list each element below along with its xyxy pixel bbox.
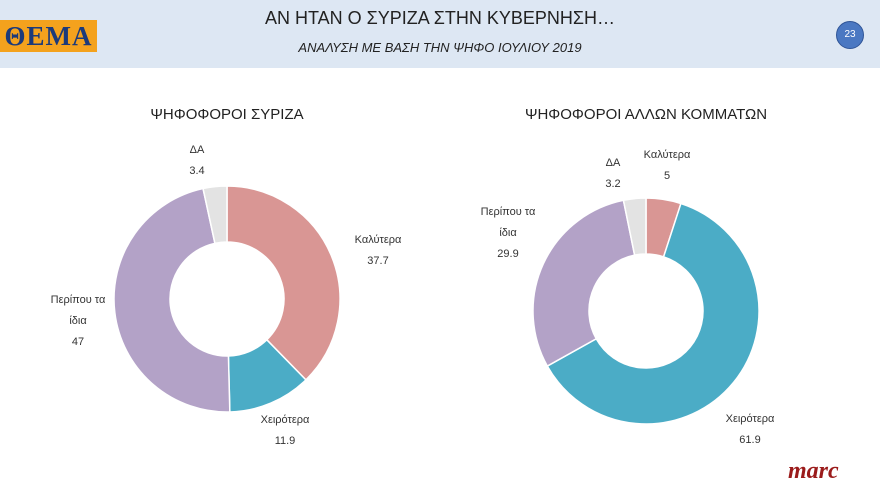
data-label: Καλύτερα 37.7 xyxy=(355,230,402,272)
slide-title: ΑΝ ΗΤΑΝ Ο ΣΥΡΙΖΑ ΣΤΗΝ ΚΥΒΕΡΝΗΣΗ… xyxy=(264,8,616,28)
data-label: Περίπου τα ίδια 29.9 xyxy=(473,202,543,265)
data-label: Περίπου τα ίδια 47 xyxy=(43,290,113,353)
value-label: 5 xyxy=(663,170,671,182)
donut-segment xyxy=(202,185,228,245)
donut-segment xyxy=(226,185,341,381)
category-label: Χειρότερα xyxy=(725,413,775,425)
value-label: 29.9 xyxy=(497,248,519,260)
chart-title: ΨΗΦΟΦΟΡΟΙ ΣΥΡΙΖΑ xyxy=(150,106,304,123)
category-label: ΔΑ xyxy=(605,157,621,169)
category-label: Περίπου τα ίδια xyxy=(480,206,536,239)
data-label: Χειρότερα 61.9 xyxy=(726,409,775,451)
value-label: 61.9 xyxy=(739,434,761,446)
category-label: Περίπου τα ίδια xyxy=(50,294,106,327)
data-label: Χειρότερα 11.9 xyxy=(261,410,310,452)
value-label: 3.2 xyxy=(605,178,621,190)
category-label: Καλύτερα xyxy=(354,234,402,246)
value-label: 47 xyxy=(71,336,85,348)
donut-segment xyxy=(113,187,231,413)
category-label: Καλύτερα xyxy=(643,149,691,161)
data-label: ΔΑ 3.2 xyxy=(605,153,620,195)
category-label: ΔΑ xyxy=(189,144,205,156)
logo: ΘΕΜΑ xyxy=(0,20,97,52)
donut-segment xyxy=(622,197,647,257)
value-label: 3.4 xyxy=(189,165,205,177)
header-band xyxy=(0,0,880,68)
data-label: Καλύτερα 5 xyxy=(644,145,691,187)
donut-segment xyxy=(546,202,760,425)
value-label: 37.7 xyxy=(367,255,389,267)
slide-subtitle: ΑΝΑΛΥΣΗ ΜΕ ΒΑΣΗ ΤΗΝ ΨΗΦΟ ΙΟΥΛΙΟΥ 2019 xyxy=(298,40,582,55)
page-number: 23 xyxy=(836,21,864,49)
chart-title: ΨΗΦΟΦΟΡΟΙ ΑΛΛΩΝ ΚΟΜΜΑΤΩΝ xyxy=(524,106,768,123)
value-label: 11.9 xyxy=(274,435,296,447)
brand: marc xyxy=(788,458,839,484)
data-label: ΔΑ 3.4 xyxy=(189,140,204,182)
donut-segment xyxy=(532,199,636,368)
category-label: Χειρότερα xyxy=(260,414,310,426)
